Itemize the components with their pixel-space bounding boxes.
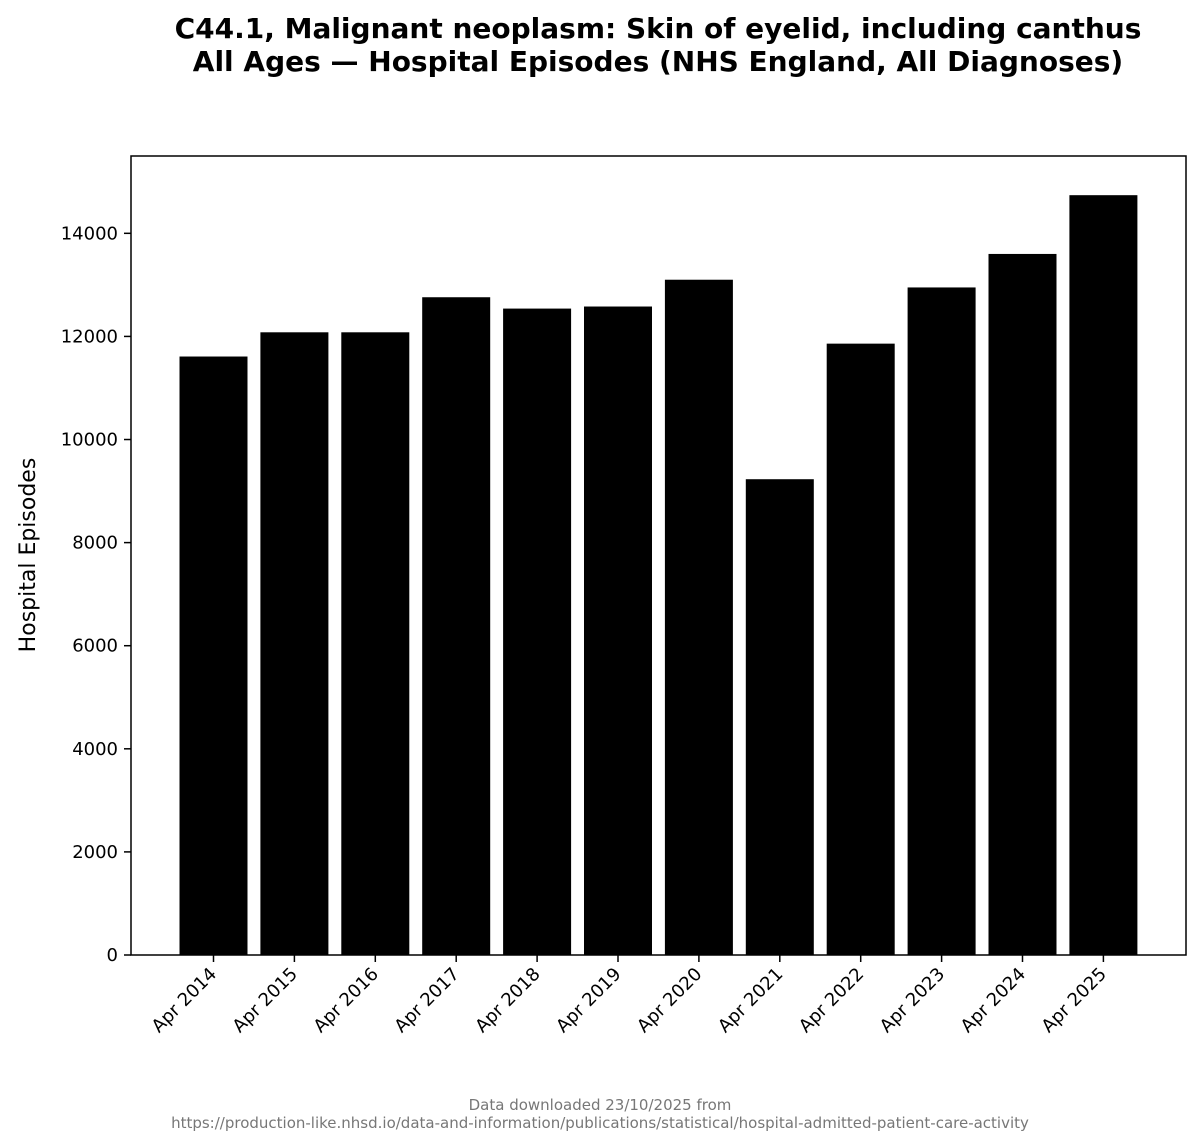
x-tick-label: Apr 2025 <box>1038 964 1111 1037</box>
x-tick-label: Apr 2016 <box>310 964 383 1037</box>
plot-frame <box>130 155 1187 956</box>
y-tick-label: 8000 <box>72 533 118 554</box>
bar-apr-2015 <box>260 332 329 955</box>
y-tick-label: 0 <box>107 945 118 966</box>
bar-apr-2019 <box>584 306 652 955</box>
bar-apr-2017 <box>422 297 491 955</box>
x-axis-ticks: Apr 2014 Apr 2015 Apr 2016 Apr 2017 Apr 2018… <box>148 955 1111 1037</box>
x-tick-label: Apr 2018 <box>471 964 544 1037</box>
footer-source-line-1: Data downloaded 23/10/2025 from <box>469 1096 732 1114</box>
x-tick-label: Apr 2019 <box>552 964 625 1037</box>
x-tick-label: Apr 2014 <box>148 964 221 1037</box>
bar-apr-2025 <box>1069 195 1138 955</box>
y-axis-label: Hospital Episodes <box>16 458 41 653</box>
bar-apr-2018 <box>503 308 572 956</box>
y-tick-label: 14000 <box>61 223 118 244</box>
x-tick-label: Apr 2015 <box>229 964 302 1037</box>
y-tick-label: 10000 <box>61 430 118 451</box>
y-tick-label: 2000 <box>72 842 118 863</box>
bar-apr-2022 <box>826 343 895 955</box>
y-axis-ticks: 0 2000 4000 6000 8000 10000 12000 14000 <box>61 223 131 966</box>
chart-subtitle: All Ages — Hospital Episodes (NHS Englan… <box>193 45 1123 78</box>
bar-apr-2024 <box>988 253 1057 955</box>
x-tick-label: Apr 2022 <box>795 964 868 1037</box>
x-tick-label: Apr 2024 <box>957 964 1030 1037</box>
bar-apr-2023 <box>907 287 976 955</box>
x-tick-label: Apr 2021 <box>714 964 787 1037</box>
bar-apr-2016 <box>341 332 410 955</box>
y-tick-label: 12000 <box>61 326 118 347</box>
bar-apr-2021 <box>745 479 814 955</box>
bar-apr-2014 <box>179 356 248 955</box>
bar-apr-2020 <box>664 279 733 956</box>
y-tick-label: 6000 <box>72 636 118 657</box>
chart-title: C44.1, Malignant neoplasm: Skin of eyeli… <box>175 12 1142 45</box>
y-tick-label: 4000 <box>72 739 118 760</box>
bars-group <box>179 195 1138 956</box>
x-tick-label: Apr 2020 <box>633 964 706 1037</box>
x-tick-label: Apr 2023 <box>876 964 949 1037</box>
x-tick-label: Apr 2017 <box>390 964 463 1037</box>
footer-source-line-2: https://production-like.nhsd.io/data-and… <box>171 1114 1029 1132</box>
